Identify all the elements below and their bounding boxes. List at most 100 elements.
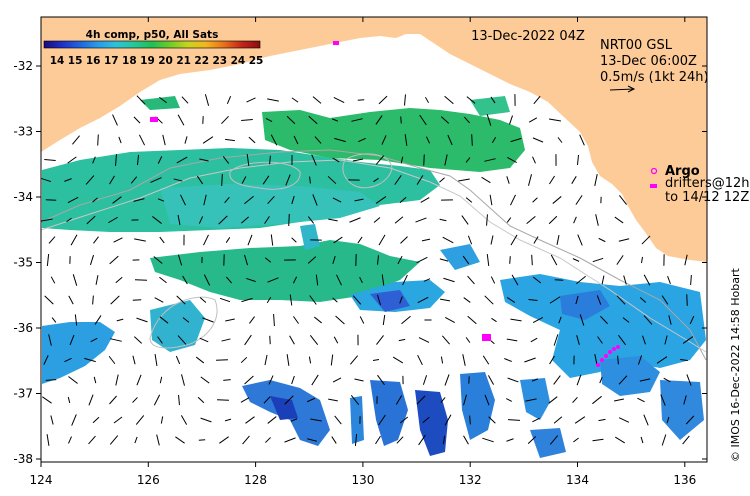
current-vector	[68, 436, 72, 444]
current-vector	[136, 317, 148, 323]
eddy-contour	[229, 161, 301, 190]
current-vector	[247, 234, 253, 246]
current-vector	[373, 177, 379, 183]
current-vector	[599, 376, 603, 384]
current-vector	[549, 296, 561, 304]
current-vector	[595, 214, 599, 226]
current-vector	[466, 96, 476, 104]
current-vector	[416, 395, 426, 405]
current-vector	[510, 234, 518, 246]
y-tick-label: -37	[13, 387, 33, 401]
current-vector	[423, 278, 431, 282]
current-vector	[176, 156, 188, 164]
colorbar-tick-label: 21	[176, 55, 191, 67]
current-vector	[417, 354, 423, 366]
current-vector	[418, 434, 426, 446]
current-vector	[571, 176, 577, 184]
current-vector	[244, 375, 254, 385]
current-vector	[400, 116, 402, 124]
current-vector	[506, 438, 514, 442]
current-vector	[576, 374, 582, 386]
current-vector	[690, 274, 692, 286]
current-vector	[112, 114, 118, 126]
current-vector	[404, 134, 408, 146]
current-vector	[376, 335, 384, 345]
current-vector	[109, 175, 115, 185]
current-vector	[307, 438, 317, 442]
current-vector	[622, 317, 630, 323]
argo-legend: Argo drifters@12h to 14/12 12Z	[650, 164, 750, 205]
current-vector	[153, 394, 161, 406]
current-vector	[311, 374, 319, 386]
eddy-contour	[342, 153, 393, 189]
current-vector	[683, 395, 687, 405]
current-vector	[548, 215, 558, 225]
current-vector	[176, 295, 186, 305]
current-vector	[132, 299, 142, 301]
current-vector	[330, 354, 334, 366]
current-vector	[289, 294, 293, 306]
current-vector	[488, 416, 496, 424]
current-vector	[243, 254, 249, 266]
current-vector	[639, 378, 651, 382]
current-vector	[159, 276, 167, 284]
current-vector	[241, 176, 247, 184]
current-vector	[315, 274, 319, 286]
current-vector	[177, 335, 187, 345]
current-vector	[505, 398, 513, 402]
current-vector	[616, 295, 626, 305]
current-vector	[689, 315, 695, 325]
sst-patch	[270, 396, 298, 420]
current-vector	[293, 316, 299, 324]
current-vector	[41, 218, 53, 222]
current-vector	[395, 395, 403, 405]
current-vector	[394, 216, 404, 224]
current-vector	[94, 315, 102, 325]
current-vector	[45, 379, 57, 381]
current-vector	[375, 196, 387, 204]
current-vector	[246, 153, 250, 167]
current-vector	[306, 397, 316, 403]
current-vector	[74, 314, 78, 326]
current-vector	[445, 316, 455, 324]
current-vector	[307, 216, 315, 224]
drifters-window: to 14/12 12Z	[665, 190, 749, 205]
current-vector	[181, 374, 185, 386]
current-vector	[685, 415, 695, 425]
current-vector	[93, 376, 97, 384]
current-vector	[489, 194, 493, 206]
current-vector	[415, 217, 427, 223]
current-vector	[68, 295, 74, 305]
current-vector	[425, 136, 431, 144]
colorbar-tick-label: 18	[122, 55, 137, 67]
current-vector	[531, 378, 539, 382]
current-vector	[203, 234, 209, 246]
current-vector	[133, 198, 145, 202]
current-vector	[332, 377, 342, 383]
current-vector	[576, 335, 580, 345]
sst-patch	[160, 184, 380, 228]
current-vector	[135, 415, 145, 425]
shelf-contour	[41, 149, 707, 361]
current-vector	[334, 415, 342, 425]
current-vector	[350, 395, 360, 405]
current-vector	[43, 355, 49, 365]
current-vector	[506, 176, 510, 184]
y-tick-label: -38	[13, 452, 33, 466]
current-vector	[359, 276, 363, 284]
current-vector	[108, 216, 118, 224]
current-vector	[396, 436, 404, 444]
current-vector	[46, 254, 50, 266]
current-vector	[423, 154, 425, 166]
current-vector	[90, 254, 94, 266]
current-vector	[661, 434, 667, 446]
current-vector	[461, 215, 469, 225]
current-vector	[198, 216, 204, 224]
colorbar-tick-label: 15	[68, 55, 83, 67]
current-vector	[328, 218, 338, 222]
currents-legend: NRT00 GSL 13-Dec 06:00Z 0.5m/s (1kt 24h)	[600, 38, 709, 93]
current-vector	[67, 396, 71, 404]
colorbar: 4h comp, p50, All Sats 14 15 16 17 18 19 20 21 2…	[43, 29, 263, 67]
current-vector	[284, 395, 294, 405]
current-vector	[614, 436, 626, 444]
